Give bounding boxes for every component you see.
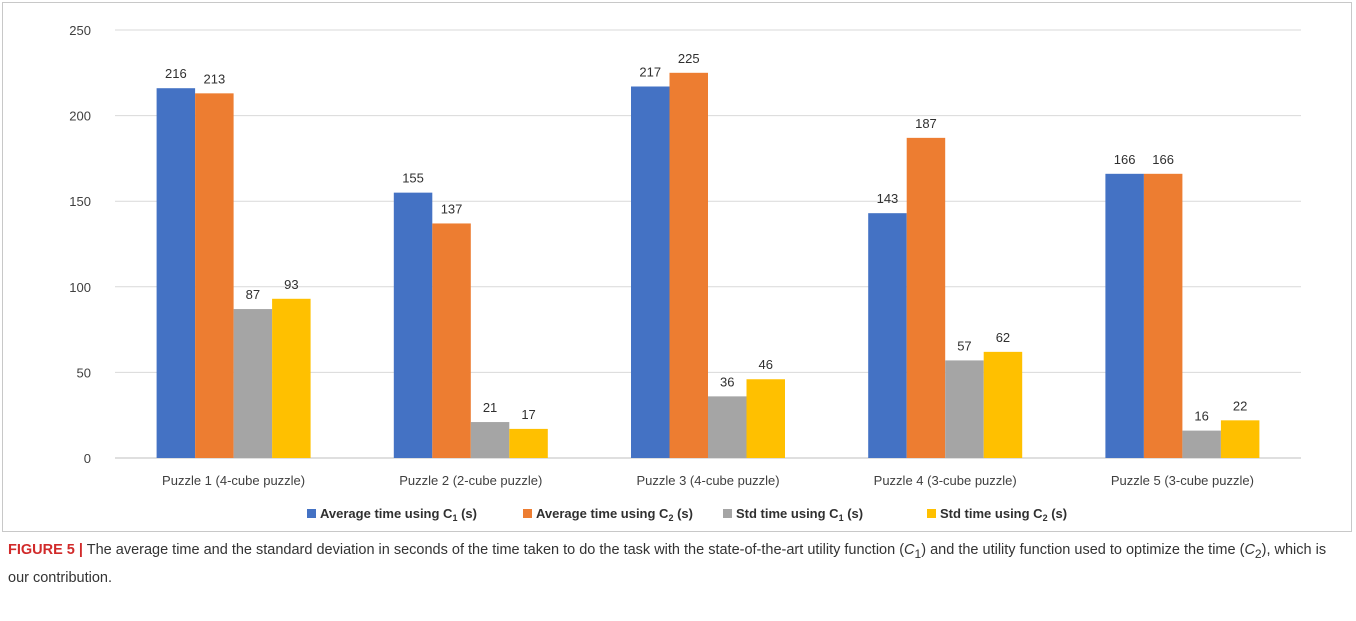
caption-c1: C <box>904 542 915 558</box>
data-label: 62 <box>996 330 1010 345</box>
bar <box>156 88 196 458</box>
caption-text-2: ) and the utility function used to optim… <box>921 542 1245 558</box>
bar <box>195 93 234 459</box>
data-label: 87 <box>246 287 260 302</box>
y-axis-ticks: 0 50 100 150 200 250 <box>69 23 91 466</box>
bar <box>432 223 471 458</box>
bar <box>470 422 510 458</box>
legend: Average time using C1 (s) Average time us… <box>307 506 1067 523</box>
data-label: 22 <box>1233 398 1247 413</box>
data-label: 213 <box>203 71 225 86</box>
data-label: 187 <box>915 116 937 131</box>
legend-entry: Std time using C2 (s) <box>940 506 1067 523</box>
data-label: 166 <box>1114 152 1136 167</box>
bar <box>708 396 747 458</box>
data-label: 17 <box>521 407 535 422</box>
chart-frame: 0 50 100 150 200 250 216 213 87 93 155 137 21 17 217 2… <box>2 2 1352 532</box>
category-label: Puzzle 2 (2-cube puzzle) <box>399 473 542 488</box>
bar <box>1143 173 1183 459</box>
data-label: 46 <box>759 357 773 372</box>
bar <box>945 360 984 458</box>
data-labels: 216 213 87 93 155 137 21 17 217 225 36 46 143 187 57 62… <box>165 51 1247 424</box>
data-label: 166 <box>1152 152 1174 167</box>
data-label: 21 <box>483 400 497 415</box>
legend-entry: Average time using C2 (s) <box>536 506 693 523</box>
caption-c1-sub: 1 <box>914 546 922 561</box>
y-tick-label: 250 <box>69 23 91 38</box>
bar <box>233 309 273 458</box>
caption-text-1: The average time and the standard deviat… <box>82 542 905 558</box>
caption-c2-sub: 2 <box>1254 546 1262 561</box>
bar <box>509 428 548 458</box>
bars <box>156 72 1260 459</box>
figure-caption: FIGURE 5 | The average time and the stan… <box>8 538 1343 590</box>
bar <box>669 72 708 459</box>
category-label: Puzzle 3 (4-cube puzzle) <box>636 473 779 488</box>
legend-swatch <box>307 509 316 518</box>
bar <box>1105 173 1144 459</box>
category-label: Puzzle 1 (4-cube puzzle) <box>162 473 305 488</box>
bar <box>906 137 946 458</box>
y-tick-label: 50 <box>77 365 91 380</box>
data-label: 143 <box>877 191 899 206</box>
data-label: 93 <box>284 277 298 292</box>
legend-swatch <box>927 509 936 518</box>
y-tick-label: 150 <box>69 194 91 209</box>
figure-label: FIGURE 5 | <box>8 542 83 558</box>
bar <box>272 298 311 458</box>
data-label: 57 <box>957 338 971 353</box>
bar <box>631 86 670 458</box>
bar <box>1182 430 1221 458</box>
legend-swatch <box>723 509 732 518</box>
bar <box>983 351 1023 458</box>
data-label: 137 <box>441 201 463 216</box>
bar <box>1220 420 1260 458</box>
data-label: 216 <box>165 66 187 81</box>
category-label: Puzzle 5 (3-cube puzzle) <box>1111 473 1254 488</box>
bar <box>746 379 785 458</box>
category-labels: Puzzle 1 (4-cube puzzle) Puzzle 2 (2-cube… <box>162 473 1254 488</box>
legend-entry: Average time using C1 (s) <box>320 506 477 523</box>
data-label: 225 <box>678 51 700 66</box>
data-label: 217 <box>639 64 661 79</box>
legend-swatch <box>523 509 532 518</box>
data-label: 16 <box>1194 409 1208 424</box>
data-label: 36 <box>720 374 734 389</box>
y-tick-label: 200 <box>69 109 91 124</box>
caption-text-3: ), which is our contribution. <box>8 542 1327 586</box>
caption-c2: C <box>1244 542 1255 558</box>
bar <box>393 192 433 458</box>
data-label: 155 <box>402 171 424 186</box>
y-tick-label: 100 <box>69 280 91 295</box>
category-label: Puzzle 4 (3-cube puzzle) <box>874 473 1017 488</box>
y-tick-label: 0 <box>84 451 91 466</box>
bar <box>868 213 907 458</box>
legend-entry: Std time using C1 (s) <box>736 506 863 523</box>
